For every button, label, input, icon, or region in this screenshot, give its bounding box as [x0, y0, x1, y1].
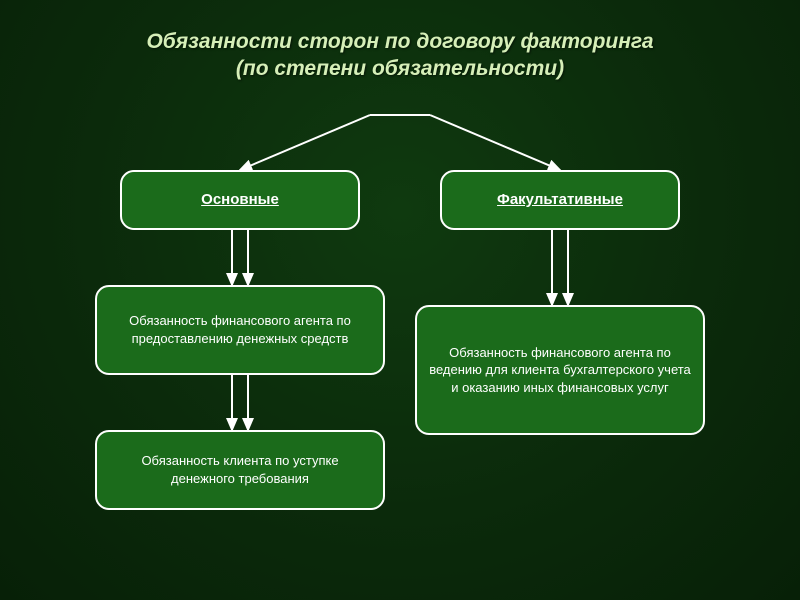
node-main: Основные: [120, 170, 360, 230]
node-duty-client-assign: Обязанность клиента по уступке денежного…: [95, 430, 385, 510]
title-line2: (по степени обязательности): [236, 57, 564, 80]
slide-title: Обязанности сторон по договору факторинг…: [0, 28, 800, 83]
title-line1: Обязанности сторон по договору факторинг…: [146, 30, 653, 53]
node-optional: Факультативные: [440, 170, 680, 230]
node-duty-client-assign-label: Обязанность клиента по уступке денежного…: [109, 452, 371, 487]
node-duty-agent-funds: Обязанность финансового агента по предос…: [95, 285, 385, 375]
node-duty-agent-funds-label: Обязанность финансового агента по предос…: [109, 312, 371, 347]
slide: Обязанности сторон по договору факторинг…: [0, 0, 800, 600]
node-main-label: Основные: [134, 190, 346, 210]
node-duty-agent-accounting-label: Обязанность финансового агента по ведени…: [429, 344, 691, 397]
node-optional-label: Факультативные: [454, 190, 666, 210]
node-duty-agent-accounting: Обязанность финансового агента по ведени…: [415, 305, 705, 435]
